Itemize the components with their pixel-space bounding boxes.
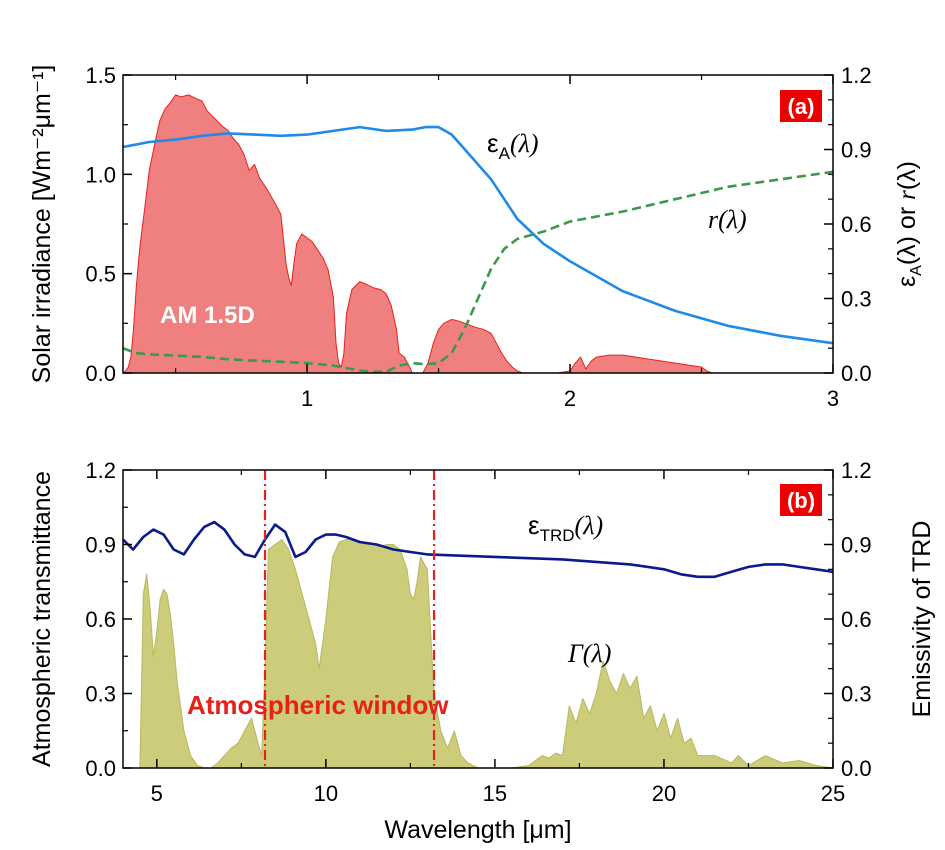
x-tick-label-a-2: 3	[827, 386, 839, 411]
panel-a-badge: (a)	[780, 90, 822, 122]
y-right-tick-label-b-1: 0.3	[841, 682, 872, 707]
y-right-tick-label-a-3: 0.9	[841, 138, 872, 163]
panel-b-ticks: 5 10 15 20 250.00.30.60.91.20.00.30.60.91.2	[85, 458, 871, 806]
x-tick-label-b-2: 15	[483, 781, 507, 806]
x-tick-label-a-1: 2	[564, 386, 576, 411]
r-label: r(λ)	[708, 205, 747, 234]
x-tick-label-b-1: 10	[314, 781, 338, 806]
gamma-label: Γ(λ)	[567, 639, 611, 668]
y-right-tick-label-b-0: 0.0	[841, 756, 872, 781]
x-tick-label-b-4: 25	[821, 781, 845, 806]
panel-a-ylabel-left: Solar irradiance [Wm⁻²μm⁻¹]	[28, 65, 56, 384]
panel-b-series	[123, 470, 833, 768]
x-tick-label-b-3: 20	[652, 781, 676, 806]
panel-a-badge-box	[780, 90, 822, 122]
series-b-1-line	[123, 520, 833, 579]
eps-trd-label-eps: ε	[528, 510, 540, 540]
eps-a-label-sub: A	[499, 144, 511, 163]
series-a-1-line	[123, 125, 833, 345]
panel-b-ylabel-right: Emissivity of TRD	[908, 521, 936, 718]
panel-a-ylabel-right-r: r	[894, 190, 921, 200]
series-a-0-area	[123, 94, 833, 373]
y-right-tick-label-a-0: 0.0	[841, 361, 872, 386]
y-left-tick-label-a-2: 1.0	[85, 162, 116, 187]
panel-a-ylabel-right-eps: ε	[893, 276, 921, 287]
x-axis-title: Wavelength [μm]	[384, 816, 571, 844]
panel-a-ticks: 1 2 30.00.51.01.50.00.30.60.91.2	[85, 63, 871, 411]
panel-a-ylabel-right-end: (λ)	[893, 161, 921, 190]
panel-b-ylabel-left: Atmospheric transmittance	[28, 471, 56, 767]
x-tick-label-b-0: 5	[151, 781, 163, 806]
series-a-2-line	[123, 170, 833, 373]
panel-b-badge-box	[780, 484, 822, 516]
panel-b-frame	[122, 469, 834, 769]
y-right-tick-label-a-2: 0.6	[841, 212, 872, 237]
eps-trd-label-paren: (λ)	[575, 511, 604, 540]
panel-b-badge-text: (b)	[787, 488, 815, 513]
y-right-tick-label-b-4: 1.2	[841, 458, 872, 483]
y-right-tick-label-a-1: 0.3	[841, 287, 872, 312]
gamma-label-paren: (λ)	[583, 639, 612, 668]
panel-b: 5 10 15 20 250.00.30.60.91.20.00.30.60.91.2 …	[28, 458, 936, 844]
panel-a-ylabel-right-sub: A	[908, 265, 925, 276]
y-left-tick-label-a-1: 0.5	[85, 262, 116, 287]
x-tick-label-a-0: 1	[301, 386, 313, 411]
eps-trd-label: εTRD(λ)	[528, 510, 603, 545]
eps-a-label-paren: (λ)	[510, 129, 539, 158]
y-right-tick-label-b-2: 0.6	[841, 607, 872, 632]
panel-a-series	[123, 94, 833, 373]
y-left-tick-label-b-4: 1.2	[85, 458, 116, 483]
panel-a: 1 2 30.00.51.01.50.00.30.60.91.2 (a) AM 1.…	[28, 63, 925, 411]
y-left-tick-label-b-0: 0.0	[85, 756, 116, 781]
eps-a-label-eps: ε	[487, 128, 499, 158]
eps-trd-label-sub: TRD	[540, 526, 575, 545]
y-left-tick-label-b-1: 0.3	[85, 682, 116, 707]
y-right-tick-label-b-3: 0.9	[841, 533, 872, 558]
y-left-tick-label-a-0: 0.0	[85, 361, 116, 386]
am15d-label: AM 1.5D	[160, 302, 255, 329]
panel-a-ylabel-right: εA(λ) or r(λ)	[893, 161, 925, 287]
eps-a-label: εA(λ)	[487, 128, 539, 163]
y-left-tick-label-a-3: 1.5	[85, 63, 116, 88]
y-right-tick-label-a-4: 1.2	[841, 63, 872, 88]
y-left-tick-label-b-3: 0.9	[85, 533, 116, 558]
atmospheric-window-label: Atmospheric window	[187, 690, 449, 720]
gamma-label-sym: Γ	[567, 639, 584, 668]
panel-a-ylabel-right-mid: (λ) or	[893, 200, 921, 265]
panel-a-badge-text: (a)	[788, 94, 815, 119]
panel-b-badge: (b)	[780, 484, 822, 516]
y-left-tick-label-b-2: 0.6	[85, 607, 116, 632]
series-b-0-area	[139, 539, 833, 768]
